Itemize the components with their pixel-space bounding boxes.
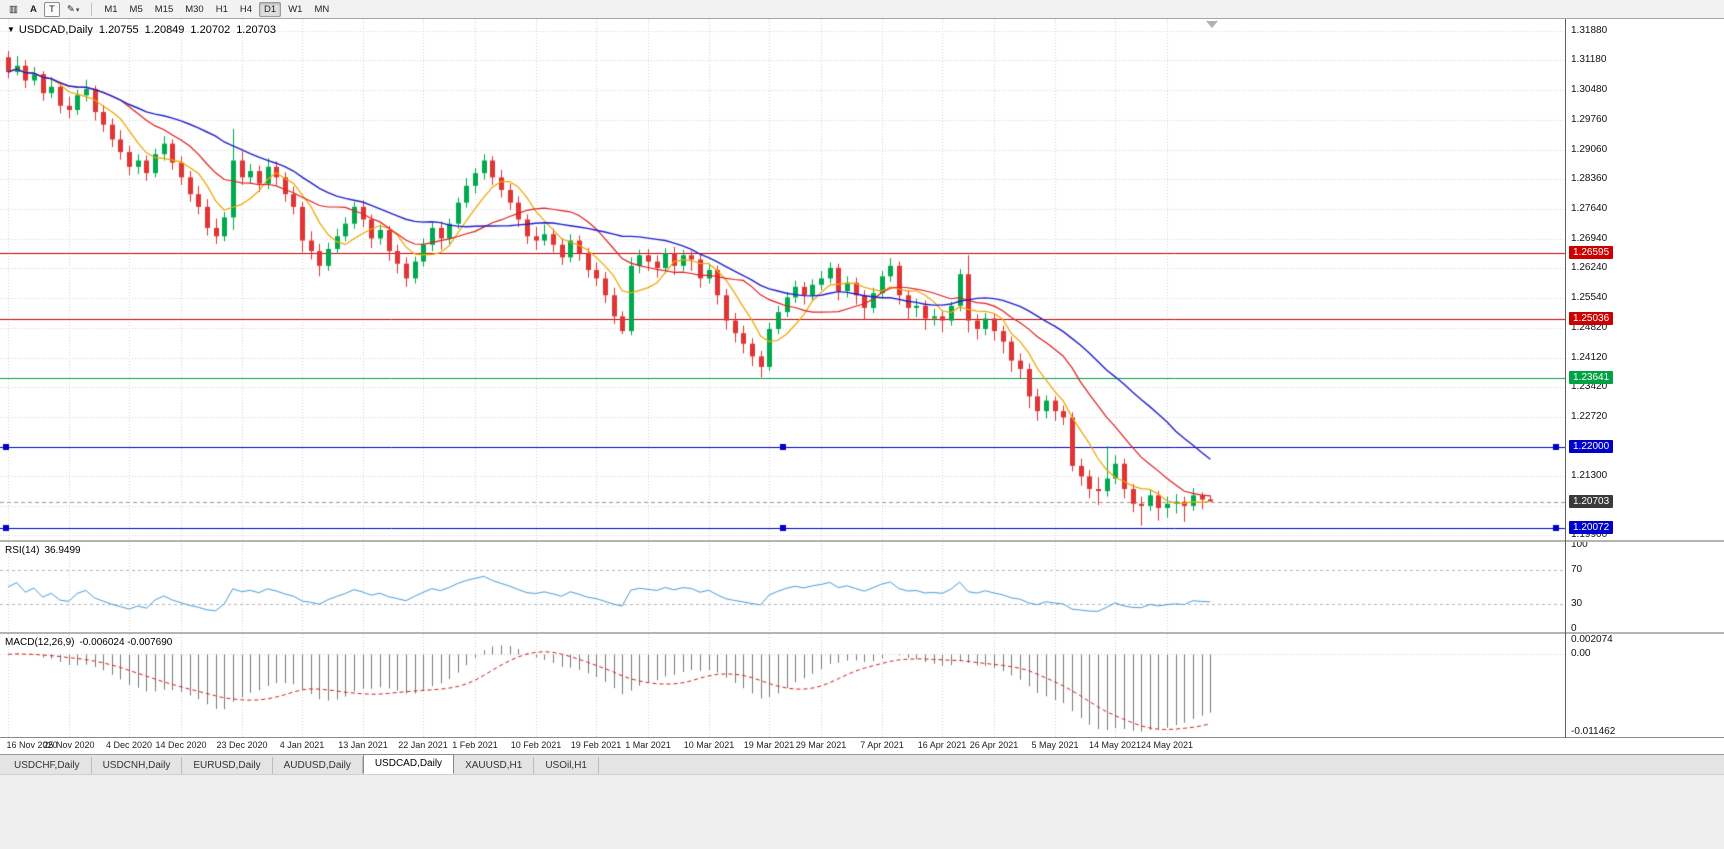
date-axis-label: 1 Mar 2021 (625, 740, 671, 750)
top-toolbar: ▥ A T ✎▾ M1 M5 M15 M30 H1 H4 D1 W1 MN (0, 0, 1724, 19)
price-axis-label: 1.31180 (1571, 54, 1607, 66)
support-line-green-badge: 1.23641 (1569, 370, 1614, 384)
text-tool-button[interactable]: T (43, 1, 60, 17)
tab-audusd-daily[interactable]: AUDUSD,Daily (273, 757, 363, 774)
date-axis-label: 14 Dec 2020 (155, 740, 207, 750)
rsi-axis-label: 70 (1571, 564, 1583, 576)
date-axis-label: 24 May 2021 (1140, 740, 1194, 750)
rsi-axis-label: 30 (1571, 597, 1583, 609)
date-axis-label: 1 Feb 2021 (452, 740, 498, 750)
tab-eurusd-daily[interactable]: EURUSD,Daily (182, 757, 273, 774)
timeframe-mn-button[interactable]: MN (309, 2, 334, 17)
timeframe-w1-button[interactable]: W1 (283, 2, 307, 17)
chart-bottom-border (0, 737, 1724, 738)
rsi-axis-label: 0 (1571, 623, 1577, 634)
price-axis-label: 1.24820 (1571, 322, 1608, 334)
toolbar-separator (91, 2, 93, 16)
tab-usdcad-daily[interactable]: USDCAD,Daily (362, 754, 455, 774)
macd-indicator-canvas[interactable] (0, 634, 1566, 737)
rsi-axis-label: 100 (1571, 539, 1588, 550)
date-axis-label: 10 Mar 2021 (683, 740, 735, 750)
price-axis-label: 1.22720 (1571, 410, 1608, 422)
timeframe-m30-button[interactable]: M30 (180, 2, 208, 17)
date-axis-label: 4 Jan 2021 (279, 740, 325, 750)
price-axis-label: 1.19900 (1571, 529, 1608, 541)
date-axis-label: 7 Apr 2021 (860, 740, 904, 750)
timeframe-m1-button[interactable]: M1 (99, 2, 122, 17)
resistance-line-2-badge: 1.25036 (1569, 312, 1614, 326)
date-axis-label: 5 May 2021 (1031, 740, 1079, 750)
macd-axis-label: 0.00 (1571, 648, 1591, 660)
date-axis-label: 16 Apr 2021 (917, 740, 967, 750)
annotation-button[interactable]: A (25, 2, 42, 17)
date-axis-label: 23 Dec 2020 (216, 740, 268, 750)
timeframe-button-group: M1 M5 M15 M30 H1 H4 D1 W1 MN (98, 1, 335, 17)
panel-resize-handle-rsi[interactable] (0, 540, 1724, 542)
support-line-blue-1-badge: 1.22000 (1569, 439, 1614, 453)
price-axis-label: 1.28360 (1571, 173, 1608, 185)
price-axis-label: 1.30480 (1571, 83, 1608, 95)
timeframe-m5-button[interactable]: M5 (125, 2, 148, 17)
timeframe-h4-button[interactable]: H4 (235, 2, 257, 17)
status-area (0, 774, 1724, 849)
price-axis-label: 1.26240 (1571, 262, 1608, 274)
support-line-blue-2-badge: 1.20072 (1569, 521, 1614, 535)
caret-down-icon: ▾ (75, 6, 80, 14)
date-axis-label: 19 Feb 2021 (570, 740, 622, 750)
chart-tab-bar: USDCHF,Daily USDCNH,Daily EURUSD,Daily AUDU… (0, 754, 1724, 774)
tab-xauusd-h1[interactable]: XAUUSD,H1 (454, 757, 535, 774)
price-scale[interactable]: 1.31880 1.31180 1.30480 1.29760 1.29060 1.283… (1566, 19, 1724, 754)
price-axis-label: 1.21300 (1571, 470, 1608, 482)
price-scale-border (1565, 19, 1566, 738)
date-axis-label: 29 Mar 2021 (795, 740, 847, 750)
tab-usoil-h1[interactable]: USOil,H1 (534, 757, 599, 774)
timeframe-d1-button[interactable]: D1 (259, 1, 282, 17)
date-axis-label: 25 Nov 2020 (43, 740, 95, 750)
date-axis-label: 16 Nov 2020 (6, 740, 58, 750)
rsi-indicator-canvas[interactable] (0, 542, 1566, 632)
date-axis-label: 4 Dec 2020 (105, 740, 153, 750)
price-axis-label: 1.27640 (1571, 203, 1608, 215)
timeframe-h1-button[interactable]: H1 (211, 2, 233, 17)
price-axis-label: 1.29060 (1571, 143, 1608, 155)
date-axis[interactable]: 16 Nov 2020 25 Nov 2020 4 Dec 2020 14 Dec 2… (0, 738, 1566, 754)
price-chart-canvas[interactable] (0, 19, 1566, 540)
price-axis-label: 1.31880 (1571, 24, 1608, 36)
draw-tool-dropdown[interactable]: ✎▾ (62, 2, 84, 17)
price-axis-label: 1.25540 (1571, 291, 1608, 303)
date-axis-label: 22 Jan 2021 (398, 740, 448, 750)
date-axis-label: 13 Jan 2021 (338, 740, 388, 750)
price-axis-label: 1.23420 (1571, 381, 1608, 393)
panel-resize-handle-macd[interactable] (0, 632, 1724, 634)
date-axis-label: 14 May 2021 (1088, 740, 1142, 750)
chart-icon-button[interactable]: ▥ (4, 2, 23, 17)
bid-price-badge: 1.20703 (1569, 494, 1614, 508)
macd-axis-label: 0.002074 (1571, 634, 1613, 646)
pencil-icon: ✎ (66, 3, 75, 15)
price-axis-label: 1.26940 (1571, 232, 1608, 244)
timeframe-m15-button[interactable]: M15 (150, 2, 178, 17)
chart-icon: ▥ (9, 3, 18, 15)
tab-usdcnh-daily[interactable]: USDCNH,Daily (92, 757, 183, 774)
date-axis-label: 26 Apr 2021 (969, 740, 1019, 750)
resistance-line-1-badge: 1.26595 (1569, 246, 1614, 260)
price-axis-label: 1.24120 (1571, 351, 1608, 363)
macd-axis-label: -0.011462 (1571, 725, 1616, 737)
tab-usdchf-daily[interactable]: USDCHF,Daily (3, 757, 92, 774)
chart-shift-marker[interactable] (1206, 21, 1218, 28)
date-axis-label: 19 Mar 2021 (743, 740, 795, 750)
price-axis-label: 1.29760 (1571, 114, 1608, 126)
date-axis-label: 10 Feb 2021 (510, 740, 562, 750)
